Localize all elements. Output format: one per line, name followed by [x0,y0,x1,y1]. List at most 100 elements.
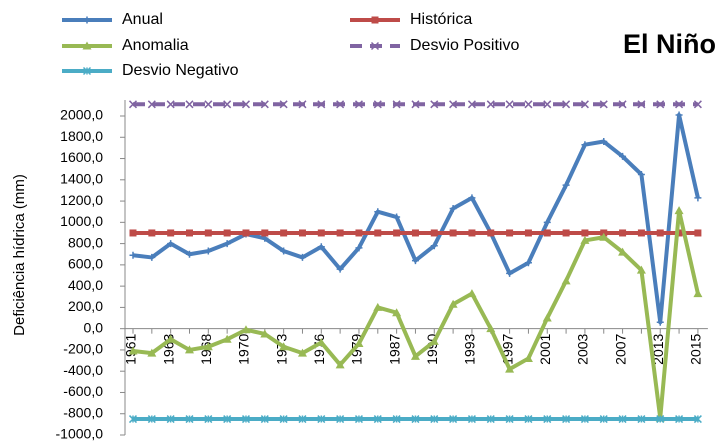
data-point [260,100,269,109]
y-tick-label: 0,0 [84,319,104,335]
data-point [222,334,232,343]
data-point [467,415,476,424]
data-point [448,299,458,308]
data-point [524,100,533,109]
data-point [392,415,401,424]
data-point [336,100,345,109]
data-point [694,229,702,237]
data-point [543,100,552,109]
data-point [373,415,382,424]
data-point [128,100,138,109]
data-point [336,229,344,237]
data-point [223,415,232,424]
data-point [430,415,439,424]
data-point [374,229,382,237]
legend-marker [83,16,91,24]
data-point [335,360,345,369]
data-point [562,181,570,189]
data-point [675,100,684,109]
y-tick-label: 1400,0 [60,171,103,187]
data-point [410,351,420,360]
data-point [261,229,269,237]
legend-label: Desvio Negativo [122,62,239,79]
data-point [468,229,476,237]
data-point [524,259,532,267]
data-point [449,205,457,213]
data-point [184,345,194,354]
data-point [241,415,251,424]
x-tick-label: 2003 [575,333,591,364]
data-point [524,415,533,424]
data-point [542,313,552,322]
series-line [132,112,700,325]
data-point [637,415,646,424]
data-point [486,415,495,424]
data-point [297,348,307,357]
data-point [656,415,665,424]
data-point [203,342,213,351]
data-point [430,242,438,250]
data-point [619,229,627,237]
data-point [204,247,212,255]
data-point [599,100,608,109]
data-point [260,329,270,338]
data-point [373,302,383,311]
x-tick-label: 2015 [688,333,704,364]
series-line [132,208,700,420]
data-point [128,415,138,424]
data-point [166,334,176,343]
data-point [693,289,703,298]
data-point [279,100,288,109]
y-tick-label: -1000,0 [56,426,104,442]
data-point [185,229,193,237]
y-tick-label: 1200,0 [60,192,103,208]
data-point [637,170,645,178]
legend-label: Anomalia [122,37,189,54]
data-point [468,194,476,202]
data-point [223,240,231,248]
data-point [354,339,364,348]
y-tick-label: 400,0 [68,277,103,293]
data-point [430,229,438,237]
data-point [486,100,495,109]
data-point [280,247,288,255]
data-point [580,235,590,244]
data-point [411,100,420,109]
data-point [185,415,194,424]
data-point [656,100,665,109]
x-tick-label: 1970 [236,333,252,364]
y-tick-label: -200,0 [63,341,103,357]
x-tick-label: 2001 [537,333,553,364]
data-point [355,229,363,237]
legend-marker [370,41,380,51]
data-point [675,229,683,237]
data-point [147,415,156,424]
data-point [636,265,646,274]
y-tick-label: -800,0 [63,404,103,420]
data-point [128,346,138,355]
y-tick-label: 1000,0 [60,213,103,229]
data-point [204,100,213,109]
data-point [279,415,288,424]
data-point [241,100,251,109]
data-point [543,218,551,226]
data-point [373,100,382,109]
data-point [279,342,289,351]
data-point [580,100,589,109]
data-point [317,415,326,424]
x-tick-label: 1987 [386,333,402,364]
data-point [185,100,194,109]
data-point [147,348,157,357]
y-tick-label: -400,0 [63,362,103,378]
data-point [411,229,419,237]
data-point [354,415,363,424]
data-point [561,276,571,285]
legend-label: Anual [122,11,163,28]
data-point [148,253,156,261]
data-point [656,318,664,326]
data-point [204,229,212,237]
data-point [487,229,495,237]
data-point [543,415,552,424]
legend-marker [371,16,379,24]
